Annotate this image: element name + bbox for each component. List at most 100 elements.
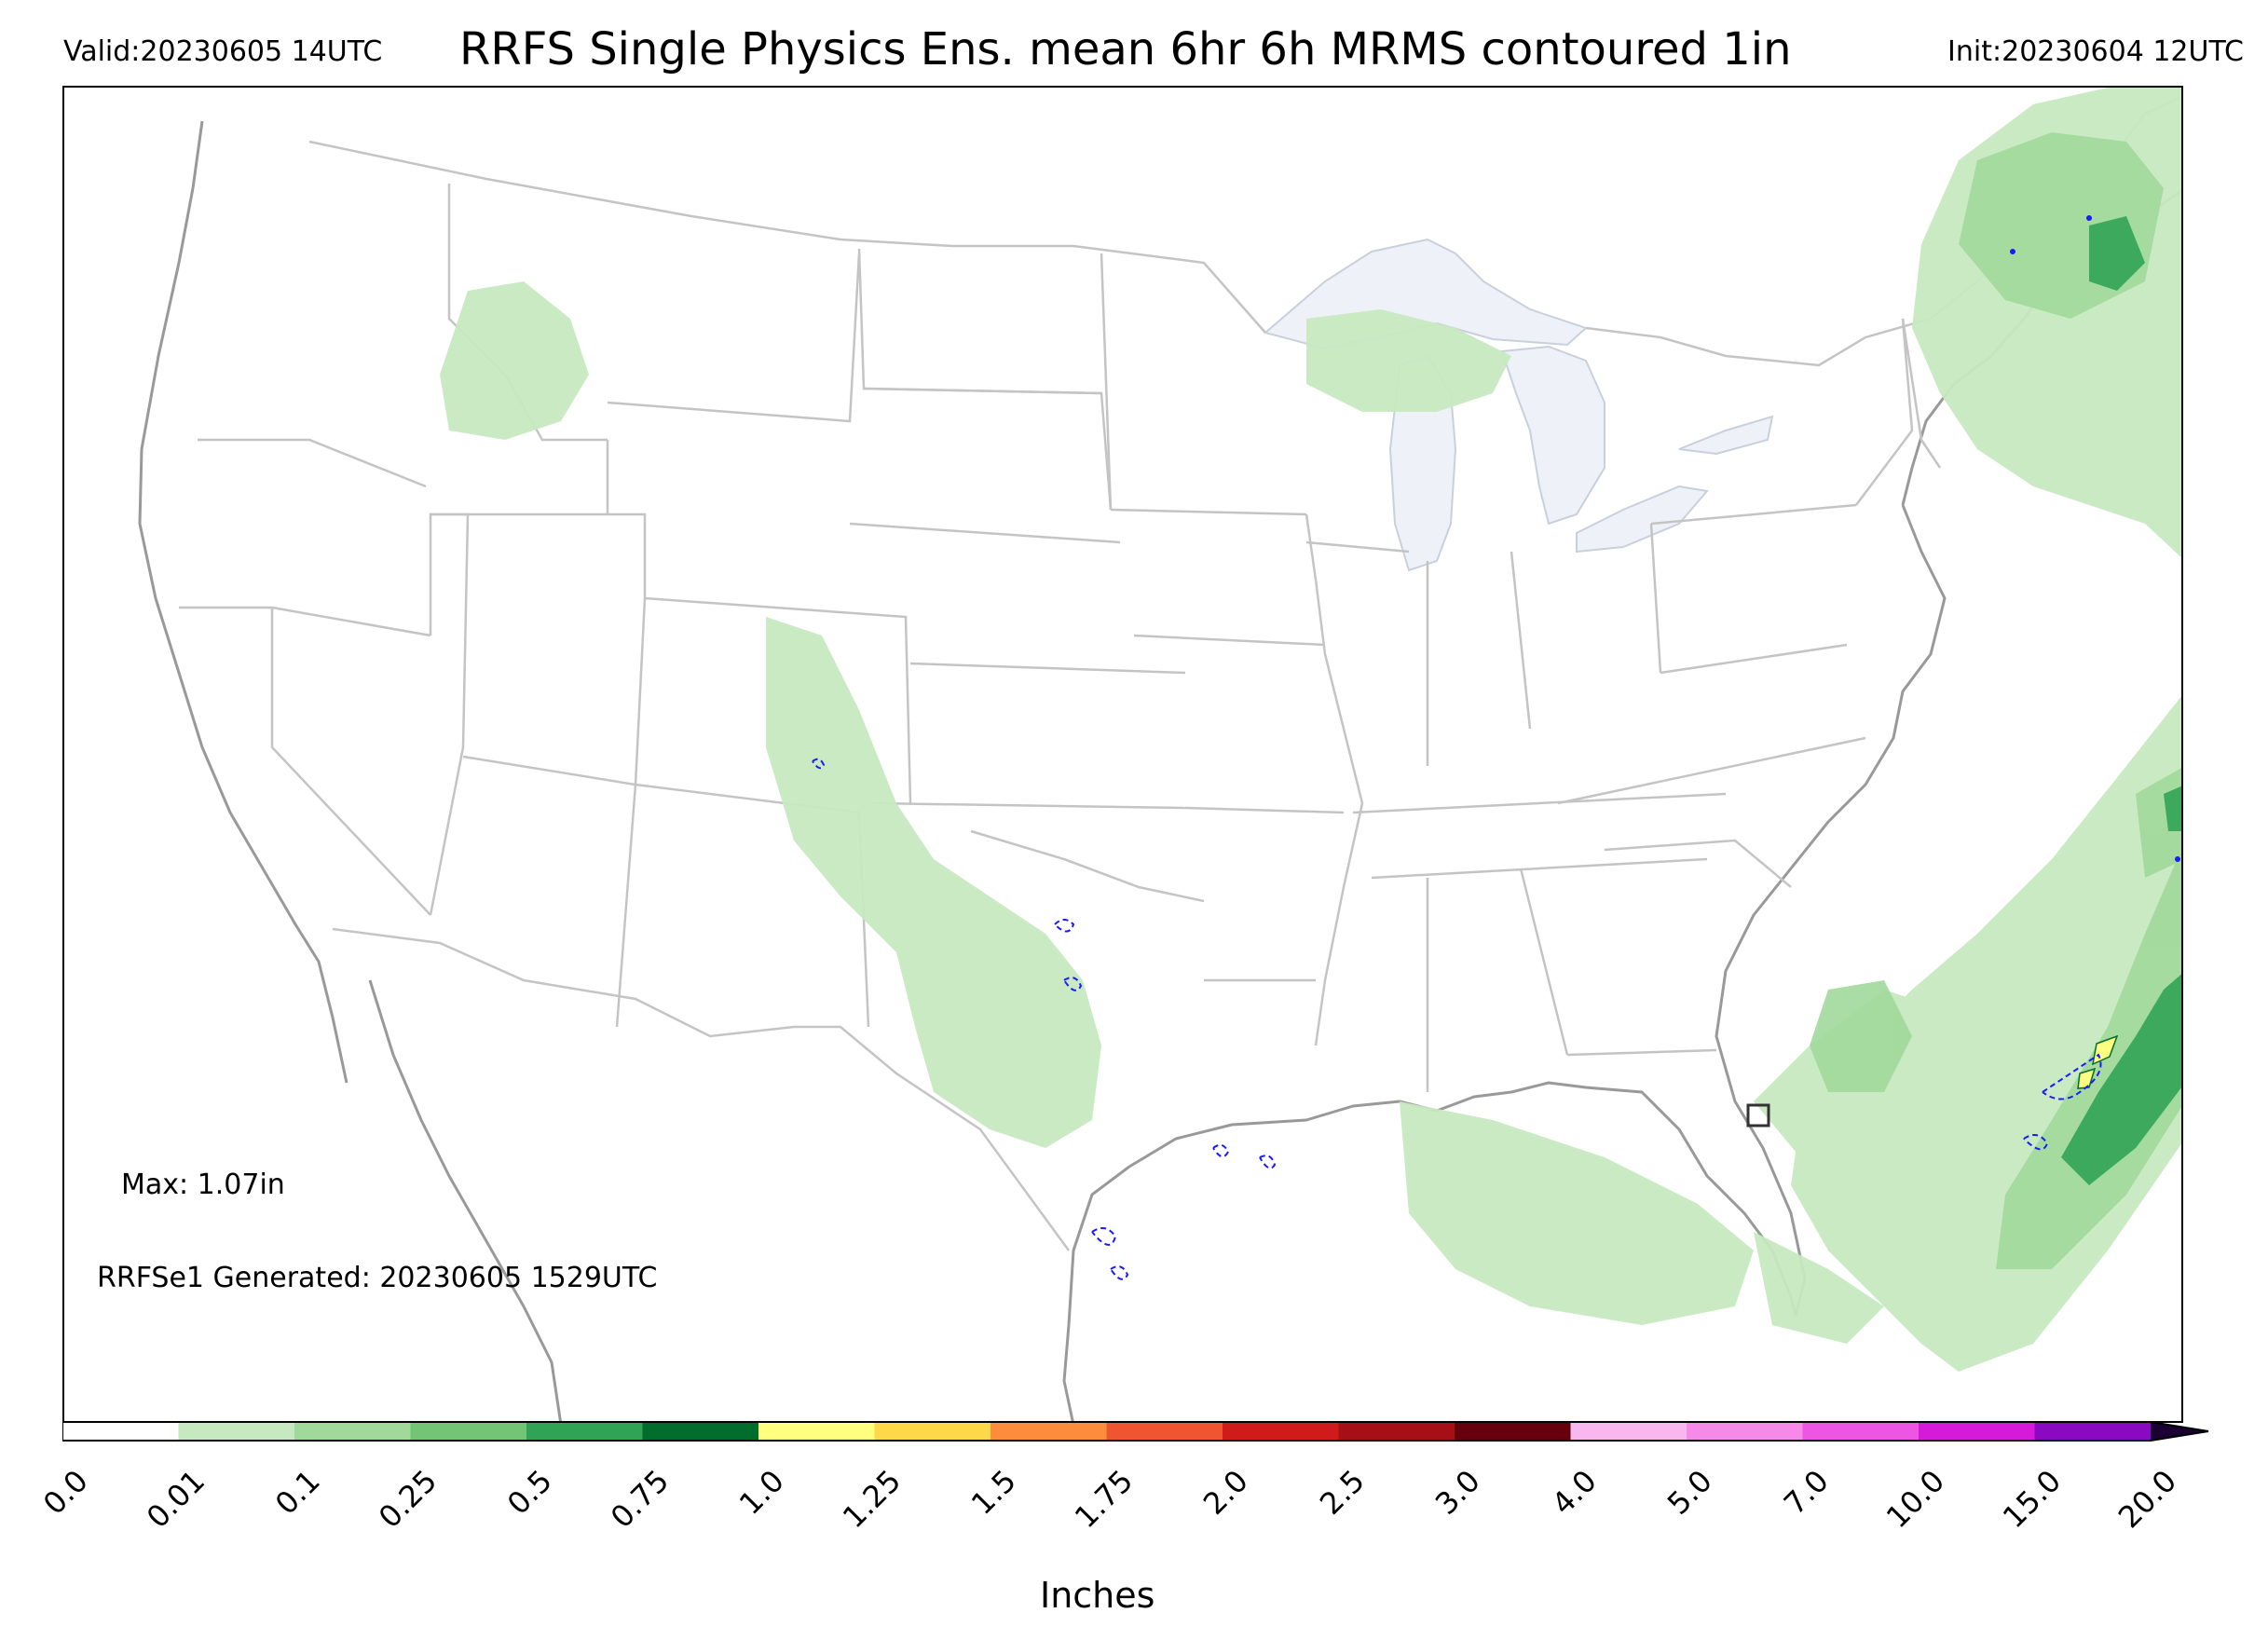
oh-pa-border — [1649, 523, 1662, 674]
colorbar-tick-label: 1.0 — [731, 1463, 791, 1522]
nd-sd-border — [863, 387, 1102, 395]
colorbar-tick-label: 3.0 — [1428, 1463, 1487, 1522]
colorbar-segment — [294, 1422, 411, 1441]
colorbar-segment — [1919, 1422, 2035, 1441]
colorbar-tick-label: 0.0 — [35, 1463, 95, 1522]
ut-co-border — [608, 512, 647, 786]
precip-maine-heavy — [2089, 216, 2145, 291]
md-border — [1660, 643, 1848, 675]
al-ga-border — [1519, 868, 1569, 1056]
wa-or-border — [198, 438, 427, 488]
max-value-label: Max: 1.07in — [121, 1168, 285, 1201]
ny-east-border — [1855, 318, 1914, 506]
precip-gulf — [1400, 1101, 1754, 1325]
or-ca-border — [179, 606, 431, 637]
colorbar-tick-label: 2.5 — [1312, 1463, 1372, 1522]
colorbar-segment — [874, 1422, 991, 1441]
mo-ar-border — [1184, 806, 1345, 814]
mrms-contour-atlantic — [2023, 1053, 2102, 1151]
precip-south-florida — [1754, 1232, 1884, 1344]
colorbar-tick-label: 10.0 — [1879, 1463, 1952, 1536]
colorbar-segment — [1455, 1422, 1571, 1441]
colorbar-tick-label: 2.0 — [1195, 1463, 1255, 1522]
colorbar-tick-label: 0.25 — [371, 1463, 444, 1536]
baja-coast — [368, 979, 562, 1421]
colorbar-segment — [1687, 1422, 1803, 1441]
mrms-contour-ne-pts — [2010, 215, 2180, 862]
colorbar-segment — [1223, 1422, 1339, 1441]
tampa-marker — [1746, 1103, 1770, 1128]
colorbar-segment — [1338, 1422, 1455, 1441]
mexico-gulf-coast — [1062, 1324, 1074, 1421]
colorbar-segment — [991, 1422, 1107, 1441]
colorbar-outline — [62, 1421, 2209, 1442]
generated-label: RRFSe1 Generated: 20230605 1529UTC — [97, 1262, 658, 1294]
colorbar-tick-label: 5.0 — [1660, 1463, 1719, 1522]
lake-erie — [1576, 485, 1709, 554]
colorbar-tick-label: 1.25 — [835, 1463, 908, 1536]
colorbar-segment — [62, 1422, 179, 1441]
florida-east-coast — [1715, 504, 1947, 1317]
colorbar-tick-label: 0.5 — [499, 1463, 559, 1522]
dakotas-border — [857, 248, 1113, 511]
colorbar-segment — [178, 1422, 295, 1441]
colorbar-unit-label: Inches — [1040, 1575, 1155, 1616]
precip-map — [138, 88, 2181, 1421]
pa-ny-border — [1650, 503, 1857, 526]
us-mexico-border — [332, 927, 1071, 1251]
colorbar-tick-label: 20.0 — [2111, 1463, 2184, 1536]
mrms-contour-maine-2 — [2010, 249, 2015, 254]
map-title: RRFS Single Physics Ens. mean 6hr 6h MRM… — [459, 23, 1792, 75]
colorbar-tick-label: 7.0 — [1776, 1463, 1836, 1522]
colorbar-segment — [1570, 1422, 1687, 1441]
mn-ia-border — [1110, 508, 1307, 516]
precip-heavy — [2061, 216, 2181, 1185]
precip-atlantic-core — [1996, 849, 2181, 1269]
west-coast — [138, 120, 348, 1084]
mississippi-river — [1305, 513, 1364, 1046]
mrms-contour-maine — [2086, 215, 2092, 221]
precip-max-cell-2 — [2077, 1067, 2097, 1089]
gulf-coast — [1067, 1081, 1797, 1326]
colorbar-segment — [758, 1422, 875, 1441]
mrms-contours — [812, 758, 2102, 1280]
nv-ut-border — [429, 512, 470, 916]
colorbar-segment — [526, 1422, 643, 1441]
colorbar-tick-label: 1.5 — [963, 1463, 1023, 1522]
mrms-contour-texas-1 — [1054, 919, 1075, 933]
precip-northern-rockies — [440, 281, 589, 440]
wy-co-border — [644, 596, 912, 804]
nc-sc-border — [1604, 839, 1792, 888]
state-boundaries — [179, 95, 2181, 1251]
ca-nv-border — [270, 608, 431, 916]
ne-ks-border — [909, 662, 1186, 675]
colorbar-tick-label: 0.01 — [139, 1463, 212, 1536]
precip-light — [440, 88, 2181, 1372]
precip-offshore-nc-heavy — [2164, 786, 2181, 831]
precip-georgia-offshore — [1810, 980, 1912, 1092]
colorbar-segment — [2034, 1422, 2152, 1441]
colorbar-tick-label: 4.0 — [1544, 1463, 1604, 1522]
mrms-contour-nc-offshore — [2175, 856, 2180, 862]
az-nm-border — [462, 755, 637, 1028]
new-england-border — [1901, 318, 1942, 469]
colorbar-tick-label: 0.1 — [267, 1463, 327, 1522]
va-nc-border — [1557, 736, 1866, 805]
tn-south-border — [1371, 857, 1708, 880]
ky-tn-border — [1352, 792, 1727, 814]
colorbar — [62, 1421, 2209, 1442]
ok-tx-border — [970, 829, 1205, 903]
colorbar-segment — [410, 1422, 527, 1441]
colorbar-extend-arrow — [2151, 1422, 2208, 1441]
precip-atlantic-heavy — [2061, 974, 2181, 1185]
init-time-label: Init:20230604 12UTC — [1947, 35, 2244, 68]
ia-mo-border — [1133, 634, 1326, 647]
ga-fl-border — [1566, 1048, 1717, 1057]
valid-time-label: Valid:20230605 14UTC — [63, 35, 383, 68]
id-east-border — [429, 440, 609, 636]
lake-huron — [1500, 345, 1605, 526]
precip-upper-midwest — [1306, 309, 1511, 412]
precip-southern-plains — [766, 617, 1101, 1148]
mrms-contour-gulf — [1212, 1143, 1277, 1169]
colorbar-segment — [642, 1422, 759, 1441]
